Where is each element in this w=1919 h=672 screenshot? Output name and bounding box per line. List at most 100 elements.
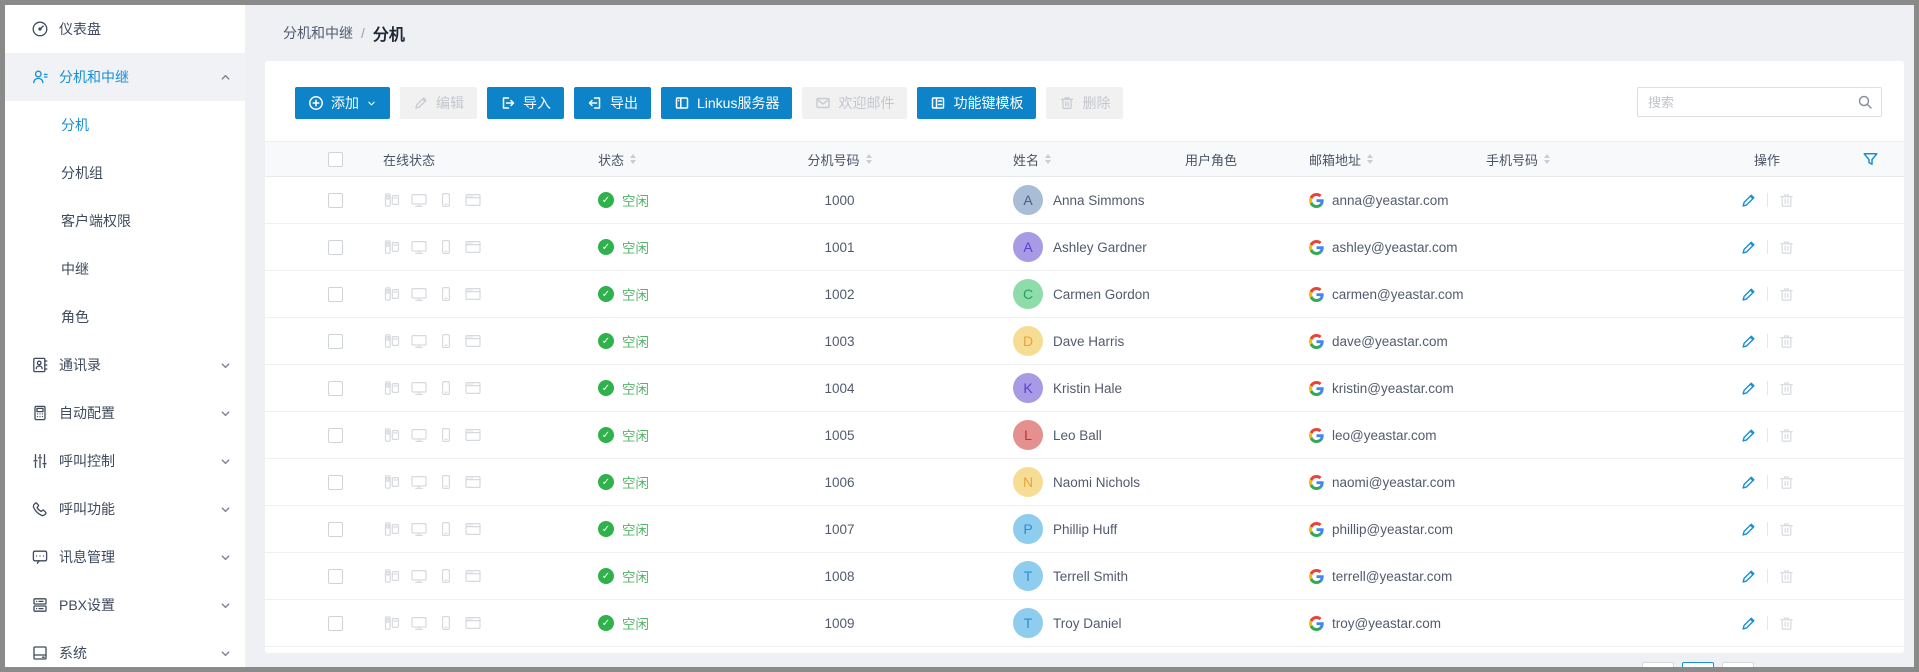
linkus-icon <box>675 97 689 109</box>
edit-icon[interactable] <box>1740 521 1757 538</box>
chevron-down-icon <box>221 458 230 464</box>
sidebar-item-label: 仪表盘 <box>59 21 101 37</box>
edit-icon[interactable] <box>1740 474 1757 491</box>
delete-icon[interactable] <box>1778 568 1795 585</box>
edit-icon[interactable] <box>1740 568 1757 585</box>
row-checkbox[interactable] <box>328 192 343 208</box>
sort-icon[interactable] <box>1045 154 1052 164</box>
delete-icon[interactable] <box>1778 427 1795 444</box>
sidebar-item-call-features[interactable]: 呼叫功能 <box>5 485 245 533</box>
sidebar-item-auto-provisioning[interactable]: 自动配置 <box>5 389 245 437</box>
edit-icon[interactable] <box>1740 192 1757 209</box>
edit-button[interactable]: 编辑 <box>400 87 477 119</box>
table-row: ✓ 空闲 1007 P Phillip Huff phillip@yeastar.c… <box>265 506 1904 553</box>
row-checkbox[interactable] <box>328 521 343 537</box>
edit-icon[interactable] <box>1740 333 1757 350</box>
delete-icon[interactable] <box>1778 286 1795 303</box>
import-button[interactable]: 导入 <box>487 87 564 119</box>
desktop-client-icon <box>410 426 428 444</box>
add-button[interactable]: 添加 <box>295 87 390 119</box>
delete-button[interactable]: 删除 <box>1046 87 1124 119</box>
user-name: Dave Harris <box>1053 333 1125 349</box>
column-header-email[interactable]: 邮箱地址 <box>1297 150 1472 169</box>
row-checkbox[interactable] <box>328 239 343 255</box>
filter-icon[interactable] <box>1862 151 1879 168</box>
delete-icon[interactable] <box>1778 239 1795 256</box>
breadcrumb: 分机和中继 / 分机 <box>245 5 1914 61</box>
sidebar-item-extension-trunk[interactable]: 分机和中继 <box>5 53 245 101</box>
column-header-name[interactable]: 姓名 <box>977 150 1157 169</box>
edit-icon[interactable] <box>1740 239 1757 256</box>
delete-icon[interactable] <box>1778 192 1795 209</box>
divider <box>1766 240 1768 254</box>
row-checkbox[interactable] <box>328 568 343 584</box>
user-name: Carmen Gordon <box>1053 286 1150 302</box>
pagination-current-page[interactable] <box>1682 662 1714 667</box>
sidebar-item-extension-group[interactable]: 分机组 <box>61 165 103 181</box>
sort-icon[interactable] <box>630 154 637 164</box>
delete-icon[interactable] <box>1778 521 1795 538</box>
row-checkbox[interactable] <box>328 427 343 443</box>
web-client-icon <box>464 567 482 585</box>
export-button[interactable]: 导出 <box>574 87 651 119</box>
delete-icon[interactable] <box>1778 474 1795 491</box>
pagination-prev-button[interactable] <box>1642 662 1674 667</box>
edit-icon[interactable] <box>1740 427 1757 444</box>
pagination <box>1642 662 1754 667</box>
sidebar-item-system[interactable]: 系统 <box>5 629 245 667</box>
sidebar-item-role[interactable]: 角色 <box>61 309 89 325</box>
select-all-checkbox[interactable] <box>328 151 343 167</box>
column-header-status[interactable]: 状态 <box>562 150 702 169</box>
status-text: 空闲 <box>622 570 649 585</box>
sidebar-item-pbx-settings[interactable]: PBX设置 <box>5 581 245 629</box>
row-checkbox[interactable] <box>328 615 343 631</box>
contacts-icon <box>33 357 48 373</box>
ip-phone-icon <box>383 426 401 444</box>
sidebar-item-label: 系统 <box>59 645 87 661</box>
delete-icon[interactable] <box>1778 333 1795 350</box>
table-row: ✓ 空闲 1002 C Carmen Gordon carmen@yeastar.c… <box>265 271 1904 318</box>
linkus-server-button[interactable]: Linkus服务器 <box>661 87 793 119</box>
desktop-client-icon <box>410 614 428 632</box>
sidebar-item-extension[interactable]: 分机 <box>61 117 89 133</box>
search-icon[interactable] <box>1857 94 1873 110</box>
search-input[interactable] <box>1637 87 1882 117</box>
sort-icon[interactable] <box>1367 154 1374 164</box>
column-header-mobile-number[interactable]: 手机号码 <box>1472 150 1697 169</box>
sidebar-item-contacts[interactable]: 通讯录 <box>5 341 245 389</box>
edit-icon[interactable] <box>1740 286 1757 303</box>
delete-icon[interactable] <box>1778 380 1795 397</box>
row-checkbox[interactable] <box>328 333 343 349</box>
edit-icon[interactable] <box>1740 380 1757 397</box>
mobile-client-icon <box>437 473 455 491</box>
avatar: T <box>1013 608 1043 638</box>
sidebar-item-client-permission[interactable]: 客户端权限 <box>61 213 131 229</box>
sidebar-item-call-control[interactable]: 呼叫控制 <box>5 437 245 485</box>
welcome-email-button[interactable]: 欢迎邮件 <box>802 87 908 119</box>
function-key-template-button[interactable]: 功能键模板 <box>917 87 1037 119</box>
google-icon <box>1309 616 1324 631</box>
row-checkbox[interactable] <box>328 380 343 396</box>
sidebar-item-dashboard[interactable]: 仪表盘 <box>5 5 245 53</box>
row-checkbox[interactable] <box>328 474 343 490</box>
online-status-icons <box>357 567 562 585</box>
delete-icon[interactable] <box>1778 615 1795 632</box>
sort-icon[interactable] <box>865 154 872 164</box>
edit-icon[interactable] <box>1740 615 1757 632</box>
call-control-icon <box>33 453 47 469</box>
table-row: ✓ 空闲 1004 K Kristin Hale kristin@yeastar.c… <box>265 365 1904 412</box>
sidebar-item-trunk[interactable]: 中继 <box>61 261 89 277</box>
status-idle-icon: ✓ <box>598 474 614 490</box>
pagination-next-button[interactable] <box>1722 662 1754 667</box>
sidebar-item-messaging[interactable]: 讯息管理 <box>5 533 245 581</box>
email-text: terrell@yeastar.com <box>1332 568 1453 584</box>
avatar: D <box>1013 326 1043 356</box>
column-header-extension-number[interactable]: 分机号码 <box>702 150 977 169</box>
divider <box>1766 287 1768 301</box>
breadcrumb-parent[interactable]: 分机和中继 <box>283 25 353 41</box>
table-row: ✓ 空闲 1000 A Anna Simmons anna@yeastar.com <box>265 177 1904 224</box>
search-box <box>1637 87 1882 117</box>
sort-icon[interactable] <box>1544 154 1551 164</box>
web-client-icon <box>464 238 482 256</box>
row-checkbox[interactable] <box>328 286 343 302</box>
